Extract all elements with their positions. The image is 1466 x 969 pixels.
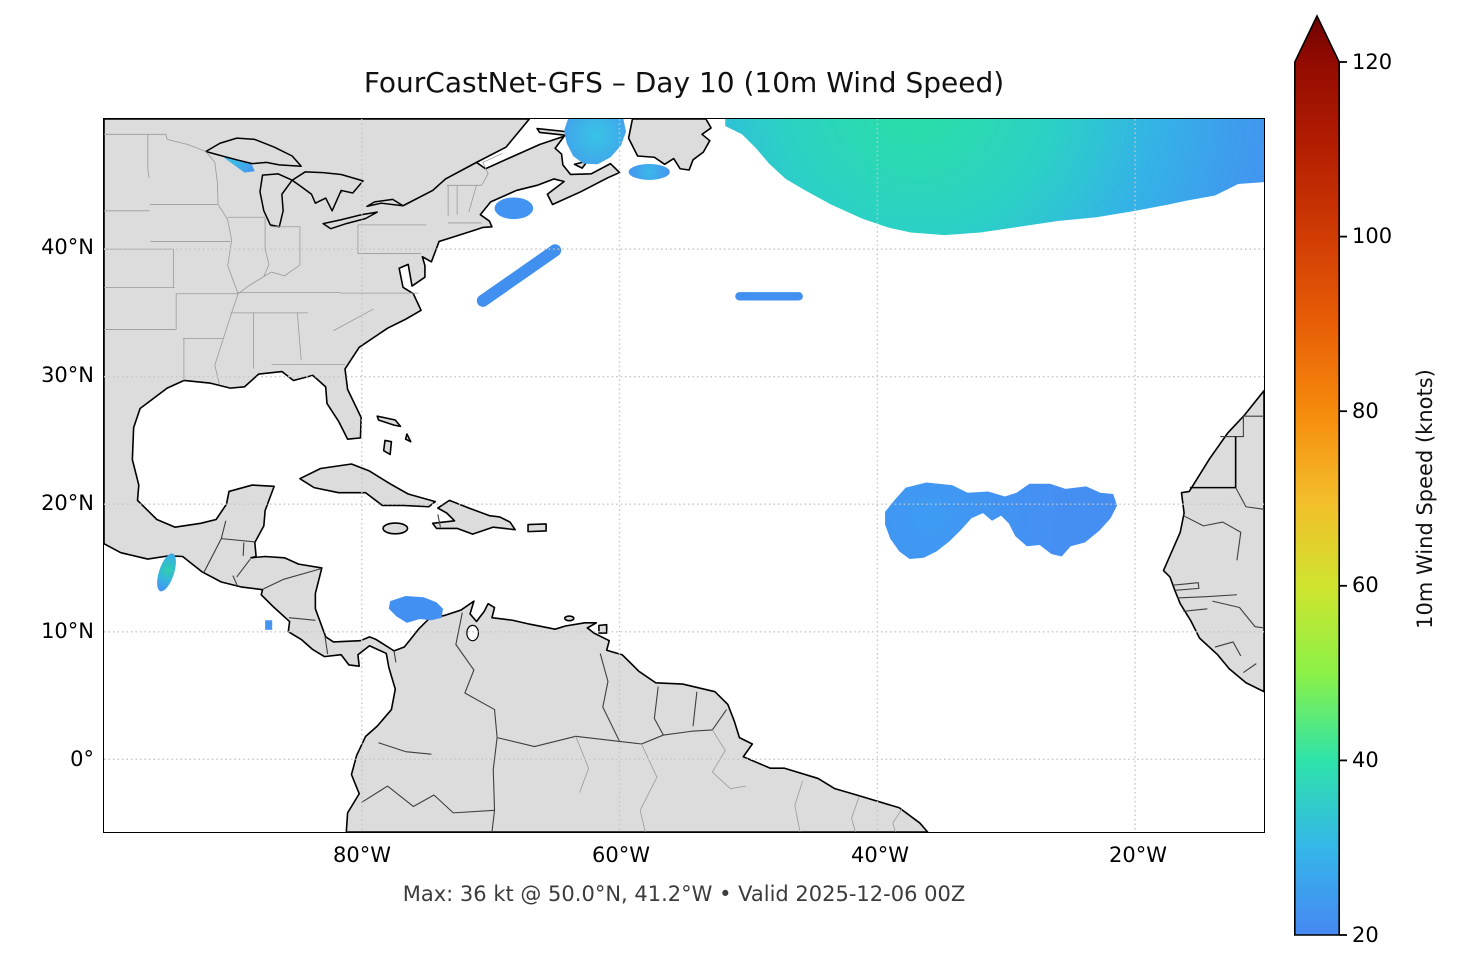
bahamas-eleuthera [406, 434, 411, 442]
colorbar-bar [1294, 14, 1340, 936]
country-borders [204, 416, 1264, 832]
wind-patch-north-atlantic [725, 119, 1264, 236]
ytick-20n: 20°N [41, 491, 94, 515]
wind-patch-colombia-coast [388, 596, 443, 623]
cbar-tick-80: 80 [1352, 399, 1379, 423]
cbar-tick-120: 120 [1352, 50, 1393, 74]
lake-huron-outline [292, 172, 363, 211]
lake-superior-outline [206, 138, 301, 166]
figure-caption: Max: 36 kt @ 50.0°N, 41.2°W • Valid 2025… [402, 882, 966, 906]
st-lawrence-river [403, 162, 476, 205]
xtick-20w: 20°W [1109, 843, 1167, 867]
wind-patch-st-lawrence [564, 119, 626, 165]
ytick-40n: 40°N [41, 235, 94, 259]
lake-erie-outline [323, 212, 377, 229]
bahamas-andros [384, 440, 392, 454]
ytick-0: 0° [70, 747, 94, 771]
cbar-tick-20: 20 [1352, 923, 1379, 947]
cbar-tick-100: 100 [1352, 224, 1393, 248]
lake-ontario-outline [367, 199, 403, 206]
wind-patch-nicaragua-speck [265, 620, 273, 630]
lakes-outlines [206, 138, 477, 229]
bahamas-grand-abaco [377, 416, 400, 426]
state-borders [104, 134, 902, 832]
gridlines [104, 119, 1264, 832]
colorbar-ticks [1339, 61, 1347, 936]
wind-speed-field [157, 119, 1264, 630]
xtick-80w: 80°W [333, 843, 391, 867]
wind-patch-south-of-nova-scotia [494, 197, 534, 220]
wind-patch-south-of-newfoundland [628, 164, 670, 180]
trinidad [599, 625, 607, 633]
map-canvas [103, 118, 1265, 833]
lake-maracaibo [467, 625, 479, 640]
cbar-tick-60: 60 [1352, 573, 1379, 597]
ytick-30n: 30°N [41, 363, 94, 387]
ytick-10n: 10°N [41, 619, 94, 643]
wind-patch-gulf-stream-streak [476, 244, 562, 307]
cbar-tick-40: 40 [1352, 748, 1379, 772]
xtick-40w: 40°W [851, 843, 909, 867]
wind-patch-tehuantepec [157, 553, 176, 592]
colorbar-axis-label: 10m Wind Speed (knots) [1413, 368, 1437, 629]
jamaica [383, 523, 407, 534]
west-africa [1163, 391, 1264, 692]
figure-title: FourCastNet-GFS – Day 10 (10m Wind Speed… [363, 66, 1005, 99]
hispaniola [433, 500, 515, 534]
americas-mainland [104, 119, 928, 832]
geo-layer [104, 119, 1264, 832]
margarita-island [565, 616, 574, 621]
colorbar [1294, 14, 1347, 936]
wind-patch-trade-winds [885, 482, 1118, 560]
xtick-60w: 60°W [592, 843, 650, 867]
puerto-rico [528, 524, 546, 532]
newfoundland [629, 119, 711, 170]
lake-michigan-outline [260, 174, 292, 227]
